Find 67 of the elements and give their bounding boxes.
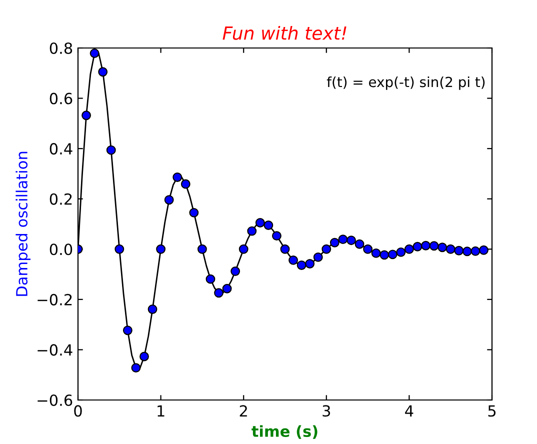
point (313, 252, 323, 262)
point (122, 326, 132, 336)
y-tick-label: −0.6 (38, 394, 72, 406)
point (470, 246, 480, 256)
point (454, 246, 464, 256)
point (421, 240, 430, 250)
y-tick-label: −0.4 (38, 344, 72, 356)
point (479, 245, 488, 255)
point (288, 255, 298, 265)
point (354, 239, 364, 249)
point (322, 244, 332, 254)
point (296, 260, 306, 270)
point (396, 247, 406, 257)
x-tick-label: 4 (405, 405, 414, 416)
x-tick-label: 1 (158, 405, 164, 416)
x-tick-label: 5 (488, 405, 496, 417)
point (305, 259, 315, 268)
point (338, 234, 348, 244)
point (429, 241, 439, 251)
point (114, 244, 124, 254)
point (172, 172, 182, 182)
x-axis-title: time (s) (252, 425, 318, 439)
point (371, 248, 381, 258)
y-tick-label: 0.0 (50, 244, 72, 256)
x-tick-label: 0 (74, 405, 82, 417)
y-tick-label: 0.2 (50, 193, 72, 205)
point (106, 145, 116, 155)
point (164, 195, 174, 205)
point (156, 244, 166, 254)
point (264, 220, 274, 230)
point (404, 244, 414, 254)
annotation: f(t) = exp(-t) sin(2 pi t) (326, 76, 485, 90)
point (412, 242, 422, 252)
point (90, 48, 100, 58)
point (230, 266, 240, 276)
point (363, 244, 373, 254)
point (462, 246, 472, 256)
point (346, 236, 356, 246)
y-tick-label: 0.8 (50, 42, 72, 54)
y-tick-label: 0.6 (50, 92, 72, 104)
point (330, 238, 340, 248)
point (140, 352, 149, 362)
point (247, 226, 257, 236)
point (255, 218, 265, 228)
point (222, 284, 232, 294)
point (189, 208, 199, 218)
point (438, 242, 448, 252)
point (280, 244, 290, 254)
y-axis-title: Damped oscillation (16, 152, 30, 296)
point (82, 110, 91, 120)
point (380, 250, 390, 260)
point (197, 244, 207, 254)
point (214, 288, 224, 298)
point (238, 244, 248, 254)
point (180, 179, 190, 189)
x-tick-label: 3 (322, 405, 330, 417)
y-tick-label: 0.4 (50, 143, 72, 155)
point (98, 67, 108, 77)
point (148, 304, 158, 314)
point (131, 363, 141, 373)
point (272, 231, 282, 241)
point (388, 250, 398, 260)
y-tick-label: −0.2 (38, 294, 72, 306)
point (206, 274, 216, 284)
x-tick-label: 2 (240, 405, 247, 416)
point (446, 244, 456, 254)
chart-title: Fun with text! (222, 26, 346, 40)
